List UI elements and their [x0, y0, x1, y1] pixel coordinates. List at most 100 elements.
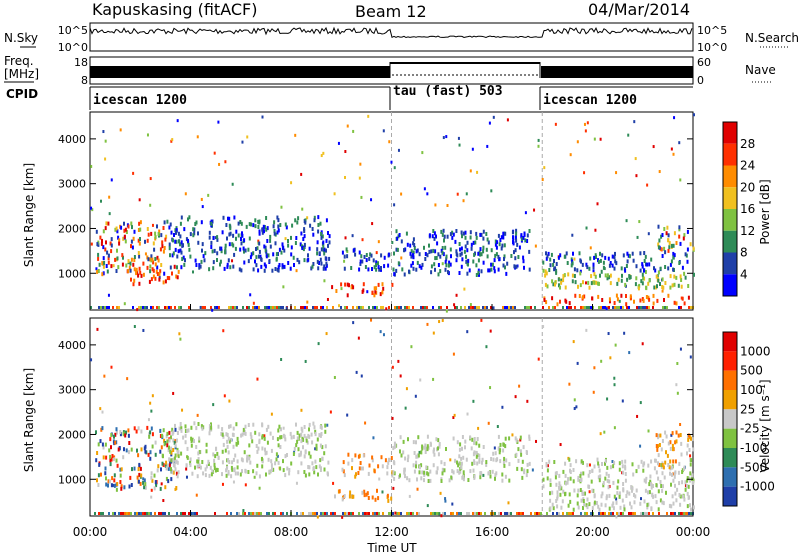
data-cell: [173, 233, 175, 237]
data-point: [606, 397, 609, 401]
data-cell: [303, 242, 306, 247]
data-point: [444, 497, 447, 501]
data-cell: [410, 512, 412, 515]
data-cell: [392, 460, 395, 465]
data-cell: [279, 466, 282, 471]
data-point: [636, 235, 639, 239]
data-point: [658, 170, 661, 174]
data-cell: [317, 472, 319, 477]
data-point: [440, 514, 443, 518]
data-cell: [577, 488, 580, 493]
data-cell: [664, 430, 667, 435]
colorbar-swatch: [723, 467, 737, 487]
data-cell: [499, 459, 502, 464]
data-cell: [103, 260, 106, 265]
data-cell: [460, 230, 463, 235]
data-cell: [252, 306, 254, 309]
data-cell: [670, 504, 673, 509]
data-cell: [236, 306, 238, 309]
data-cell: [430, 249, 433, 254]
data-cell: [151, 478, 154, 483]
data-cell: [439, 254, 442, 259]
data-cell: [179, 234, 182, 239]
data-point: [101, 410, 104, 414]
data-cell: [387, 460, 390, 465]
colorbar-tick: 24: [740, 159, 755, 173]
data-cell: [352, 306, 354, 309]
data-cell: [448, 260, 451, 265]
data-cell: [432, 248, 435, 253]
data-cell: [668, 245, 671, 250]
data-cell: [663, 246, 666, 251]
data-cell: [105, 221, 108, 226]
data-cell: [501, 472, 504, 477]
data-cell: [249, 432, 252, 437]
data-cell: [190, 425, 193, 430]
data-cell: [161, 433, 164, 438]
data-cell: [230, 474, 233, 479]
data-cell: [468, 268, 471, 273]
data-cell: [178, 239, 181, 244]
data-cell: [237, 233, 240, 238]
data-cell: [404, 247, 407, 252]
data-point: [123, 302, 126, 306]
data-cell: [478, 272, 480, 277]
data-cell: [432, 512, 434, 515]
data-point: [466, 412, 469, 416]
data-cell: [125, 263, 128, 268]
data-cell: [673, 282, 676, 287]
data-cell: [366, 491, 369, 496]
data-cell: [152, 306, 154, 309]
data-cell: [322, 512, 324, 515]
data-cell: [267, 424, 270, 429]
data-cell: [216, 258, 218, 262]
data-cell: [117, 235, 120, 240]
data-cell: [548, 268, 551, 272]
data-cell: [161, 453, 164, 458]
data-cell: [133, 258, 136, 262]
data-cell: [639, 501, 642, 506]
data-cell: [261, 435, 264, 440]
data-cell: [288, 471, 291, 476]
data-cell: [132, 282, 135, 287]
data-cell: [227, 450, 230, 455]
data-cell: [133, 267, 136, 272]
data-cell: [390, 496, 393, 501]
data-cell: [380, 306, 382, 309]
data-cell: [357, 471, 360, 475]
data-cell: [675, 275, 678, 280]
data-cell: [212, 266, 215, 271]
data-cell: [270, 463, 273, 468]
data-cell: [526, 239, 529, 243]
data-cell: [176, 275, 179, 280]
data-cell: [258, 512, 260, 515]
data-cell: [248, 443, 251, 448]
data-cell: [101, 238, 103, 243]
data-cell: [672, 447, 674, 452]
data-cell: [676, 487, 679, 492]
data-cell: [275, 457, 278, 462]
colorbar-swatch: [723, 409, 737, 429]
data-cell: [302, 247, 305, 252]
data-cell: [480, 252, 483, 257]
ytick-label: 3000: [58, 384, 86, 397]
data-cell: [564, 461, 567, 466]
data-cell: [534, 306, 536, 309]
data-cell: [106, 269, 109, 274]
data-cell: [649, 474, 652, 479]
data-cell: [396, 306, 398, 309]
data-cell: [575, 459, 578, 464]
data-cell: [279, 435, 282, 440]
data-cell: [171, 431, 174, 436]
data-cell: [568, 512, 570, 515]
data-cell: [594, 274, 597, 279]
data-cell: [633, 299, 635, 304]
data-cell: [118, 241, 121, 246]
data-cell: [318, 261, 321, 265]
data-cell: [308, 422, 311, 427]
data-cell: [119, 473, 122, 478]
data-cell: [383, 264, 386, 269]
data-cell: [667, 441, 670, 446]
data-cell: [641, 272, 644, 277]
data-cell: [148, 434, 151, 439]
